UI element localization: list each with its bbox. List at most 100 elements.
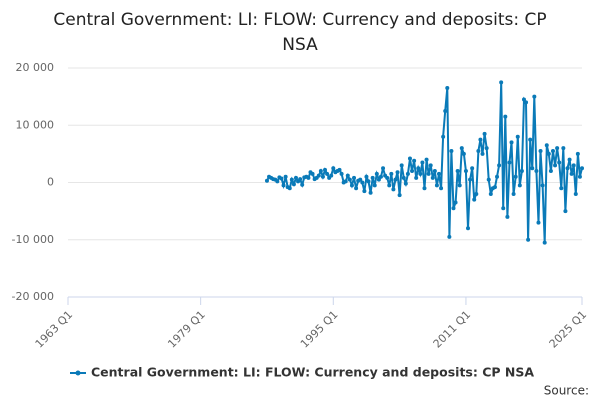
y-tick-label: -20 000 [12,290,54,303]
point [480,151,485,156]
point [316,173,321,178]
legend-label: Central Government: LI: FLOW: Currency a… [91,365,534,380]
point [443,108,448,113]
point [474,191,479,196]
point [557,160,562,165]
point [403,181,408,186]
point [476,149,481,154]
point [362,189,367,194]
point [563,209,568,214]
point [548,169,553,174]
point [449,149,454,154]
point [422,186,427,191]
x-tick-label: 2011 Q1 [431,308,474,351]
point [300,182,305,187]
point [378,174,383,179]
point [436,171,441,176]
point [347,177,352,182]
point [407,156,412,161]
point [331,166,336,171]
point [264,178,269,183]
point [463,169,468,174]
point [358,177,363,182]
point [306,175,311,180]
legend-marker [75,370,81,376]
point [466,226,471,231]
point [291,182,296,187]
point [492,185,497,190]
x-tick-label: 1995 Q1 [298,308,341,351]
point [484,146,489,151]
point [318,169,323,174]
point [482,131,487,136]
point [447,234,452,239]
point [426,171,431,176]
point [360,180,365,185]
point [569,171,574,176]
point [511,191,516,196]
point [385,175,390,180]
point [515,134,520,139]
point [414,175,419,180]
point [532,94,537,99]
point [323,167,327,172]
point [405,171,410,176]
point [325,171,330,176]
point [501,206,506,211]
point [553,163,558,168]
point [339,171,344,176]
point [275,179,280,184]
point [412,158,417,163]
point [310,171,315,176]
point [368,190,373,195]
point [486,177,491,182]
point [580,166,584,171]
point [534,169,539,174]
point [298,177,303,182]
point [488,191,493,196]
source: Source: [544,384,589,398]
point [287,186,292,191]
point [343,179,348,184]
point [507,160,512,165]
point [470,166,475,171]
point [555,146,560,151]
point [381,166,386,171]
point [387,183,392,188]
point [542,240,547,245]
point [352,175,357,180]
point [349,183,354,188]
point [345,173,350,178]
point [536,220,541,225]
point [451,206,456,211]
point [293,175,298,180]
point [420,160,425,165]
point [550,149,555,154]
point [509,140,514,145]
point [567,157,572,162]
x-tick-label: 2025 Q1 [547,308,590,351]
point [528,137,533,142]
point [546,151,551,156]
point [521,97,526,102]
x-tick-label: 1963 Q1 [33,308,76,351]
point [281,183,286,188]
point [439,186,444,191]
point [503,114,508,119]
point [320,174,325,179]
point [526,237,531,242]
point [416,166,421,171]
point [370,175,375,180]
point [524,100,529,105]
point [432,169,437,174]
y-tick-label: 0 [47,176,54,189]
point [459,146,464,151]
point [455,169,460,174]
point [428,163,433,168]
chart-title: Central Government: LI: FLOW: Currency a… [53,10,546,55]
y-tick-label: -10 000 [12,233,54,246]
point [337,167,342,172]
point [495,174,500,179]
point [468,177,473,182]
point [517,183,522,188]
